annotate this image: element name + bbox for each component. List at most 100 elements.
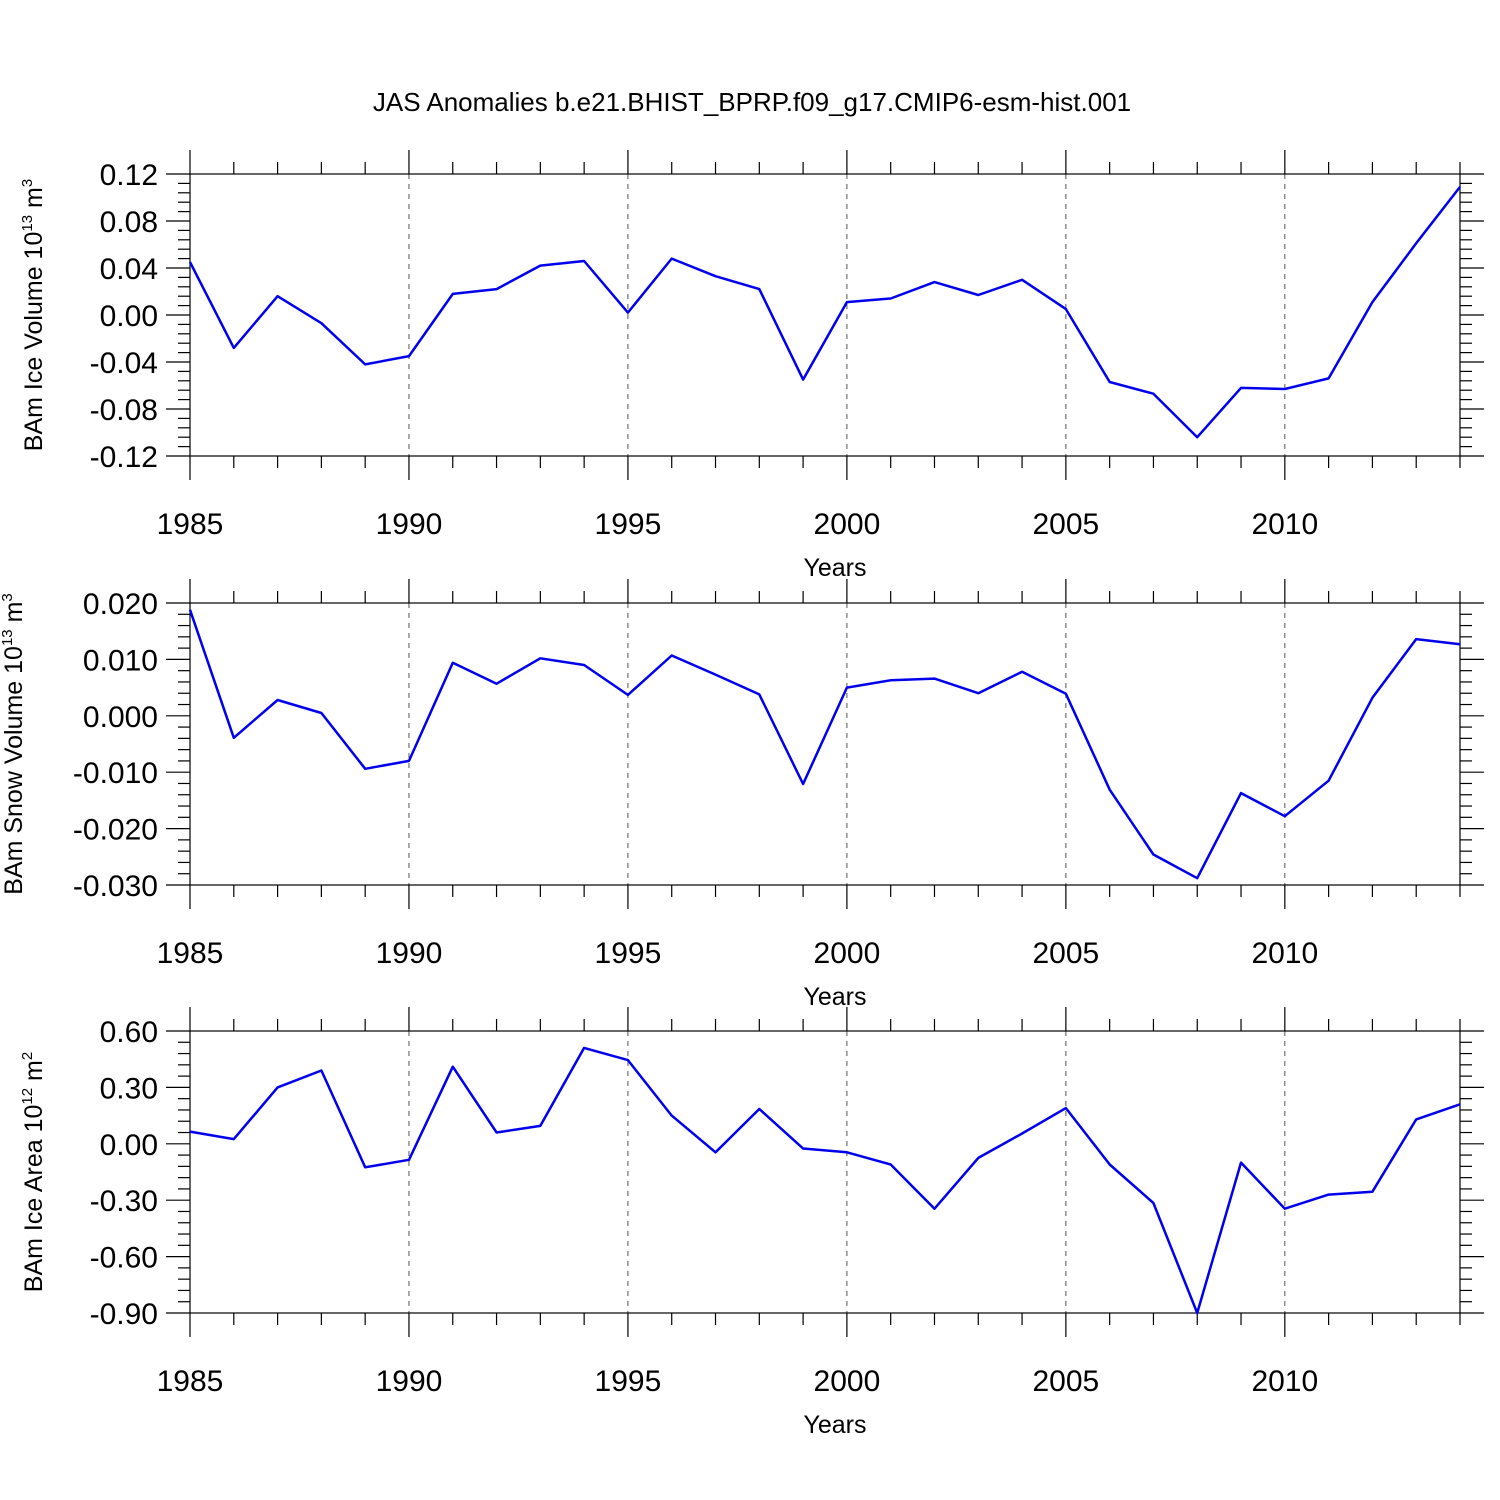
x-axis-label: Years bbox=[803, 983, 866, 1011]
y-tick-label: -0.04 bbox=[90, 347, 158, 380]
data-point bbox=[495, 287, 499, 291]
data-point bbox=[538, 264, 542, 268]
data-point bbox=[582, 1046, 586, 1050]
x-tick-label: 2005 bbox=[1032, 937, 1099, 970]
data-point bbox=[1064, 1106, 1068, 1110]
y-tick-label: 0.60 bbox=[100, 1016, 158, 1049]
x-axis-label: Years bbox=[803, 554, 866, 582]
data-point bbox=[495, 682, 499, 686]
data-point bbox=[1195, 876, 1199, 880]
y-tick-label: -0.030 bbox=[73, 870, 158, 903]
series-line bbox=[188, 609, 1461, 880]
data-point bbox=[1414, 1117, 1418, 1121]
data-point bbox=[1458, 185, 1462, 189]
series-line bbox=[188, 186, 1461, 439]
data-point bbox=[1327, 779, 1331, 783]
y-tick-label: -0.30 bbox=[90, 1185, 158, 1218]
data-point bbox=[188, 608, 192, 612]
data-point bbox=[451, 292, 455, 296]
x-tick-label: 2010 bbox=[1251, 937, 1318, 970]
data-point bbox=[1108, 380, 1112, 384]
x-tick-label: 1990 bbox=[376, 937, 443, 970]
x-tick-label: 2005 bbox=[1032, 1365, 1099, 1398]
y-axis-label: BAm Snow Volume 1013 m3 bbox=[0, 593, 28, 895]
data-point bbox=[1064, 692, 1068, 696]
panel-3: 1985 1990 1995 2000 2005 2010 0.60 0.30 0.00 -0.3… bbox=[19, 1007, 1484, 1439]
panel-1: 1985 1990 1995 2000 2005 2010 0.12 0.08 0.04 0.00… bbox=[19, 150, 1484, 582]
y-tick-label: 0.12 bbox=[100, 159, 158, 192]
data-point bbox=[932, 677, 936, 681]
y-tick-label: 0.010 bbox=[83, 644, 158, 677]
data-point bbox=[670, 653, 674, 657]
data-point bbox=[407, 759, 411, 763]
y-tick-label: -0.90 bbox=[90, 1298, 158, 1331]
data-point bbox=[1370, 696, 1374, 700]
x-tick-label: 2010 bbox=[1251, 508, 1318, 541]
data-point bbox=[626, 1058, 630, 1062]
data-point bbox=[232, 1137, 236, 1141]
chart-title: JAS Anomalies b.e21.BHIST_BPRP.f09_g17.C… bbox=[373, 87, 1131, 117]
data-point bbox=[451, 1065, 455, 1069]
data-point bbox=[1151, 392, 1155, 396]
data-point bbox=[801, 1147, 805, 1151]
data-point bbox=[276, 1085, 280, 1089]
data-point bbox=[801, 378, 805, 382]
data-point bbox=[801, 782, 805, 786]
data-point bbox=[845, 300, 849, 304]
data-point bbox=[1020, 278, 1024, 282]
series-line bbox=[189, 1046, 1461, 1315]
chart-panels: 1985 1990 1995 2000 2005 2010 0.12 0.08 0.04 0.00… bbox=[0, 150, 1484, 1439]
data-point bbox=[1283, 1207, 1287, 1211]
data-point bbox=[582, 259, 586, 263]
panel-2: 1985 1990 1995 2000 2005 2010 0.020 0.010 0.000 -… bbox=[0, 579, 1484, 1011]
x-tick-label: 2000 bbox=[814, 508, 881, 541]
data-point bbox=[1283, 814, 1287, 818]
data-point bbox=[1239, 386, 1243, 390]
data-point bbox=[1414, 637, 1418, 641]
data-point bbox=[1327, 376, 1331, 380]
data-point bbox=[889, 1162, 893, 1166]
data-point bbox=[714, 1150, 718, 1154]
data-point bbox=[976, 293, 980, 297]
data-point bbox=[932, 280, 936, 284]
data-point bbox=[757, 1107, 761, 1111]
y-tick-label: 0.30 bbox=[100, 1072, 158, 1105]
x-tick-label: 1985 bbox=[157, 508, 224, 541]
data-point bbox=[845, 686, 849, 690]
y-tick-label: -0.08 bbox=[90, 394, 158, 427]
x-tick-label: 2000 bbox=[814, 1365, 881, 1398]
data-point bbox=[363, 767, 367, 771]
data-point bbox=[276, 294, 280, 298]
y-tick-label: -0.020 bbox=[73, 814, 158, 847]
data-point bbox=[626, 311, 630, 315]
x-tick-label: 1990 bbox=[376, 508, 443, 541]
y-tick-label: -0.010 bbox=[73, 757, 158, 790]
data-point bbox=[1108, 788, 1112, 792]
data-point bbox=[319, 321, 323, 325]
data-point bbox=[1327, 1193, 1331, 1197]
data-point bbox=[670, 257, 674, 261]
data-point bbox=[670, 1114, 674, 1118]
data-point bbox=[757, 287, 761, 291]
data-point bbox=[932, 1207, 936, 1211]
data-point bbox=[889, 678, 893, 682]
plot-frame bbox=[189, 173, 1461, 457]
y-tick-label: 0.04 bbox=[100, 253, 158, 286]
y-tick-label: 0.00 bbox=[100, 300, 158, 333]
data-point bbox=[626, 693, 630, 697]
data-point bbox=[757, 692, 761, 696]
x-tick-label: 1985 bbox=[157, 1365, 224, 1398]
x-tick-label: 1995 bbox=[595, 508, 662, 541]
data-point bbox=[363, 1165, 367, 1169]
data-point bbox=[1370, 1190, 1374, 1194]
data-point bbox=[1458, 1102, 1462, 1106]
data-point bbox=[1195, 1311, 1199, 1315]
data-point bbox=[1458, 642, 1462, 646]
x-axis-label: Years bbox=[803, 1411, 866, 1439]
data-point bbox=[407, 354, 411, 358]
x-tick-label: 1995 bbox=[595, 1365, 662, 1398]
data-point bbox=[1064, 307, 1068, 311]
x-tick-label: 2005 bbox=[1032, 508, 1099, 541]
data-point bbox=[1020, 670, 1024, 674]
data-point bbox=[188, 1130, 192, 1134]
